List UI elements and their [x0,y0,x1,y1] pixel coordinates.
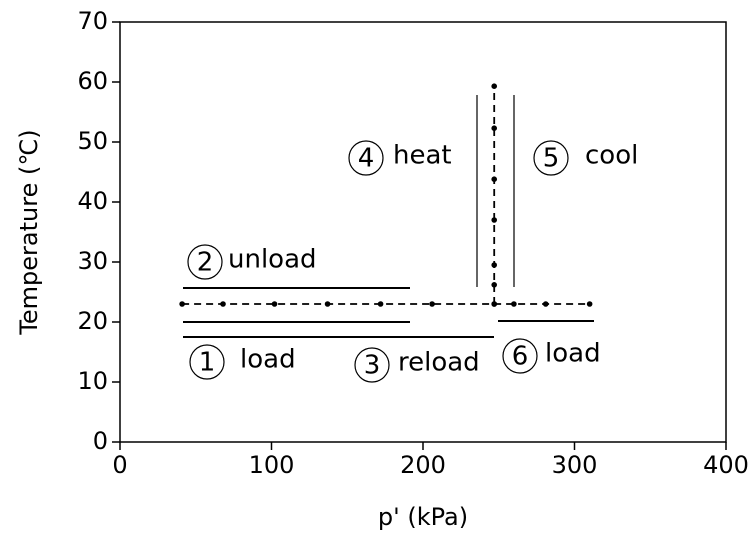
y-tick-label: 30 [77,247,108,275]
annotation-text: unload [228,245,317,275]
y-tick-label: 40 [77,187,108,215]
data-point [179,301,185,307]
annotation-number: 6 [512,342,529,372]
data-point [491,262,498,268]
annotation-number: 1 [199,348,216,378]
annotation-text: reload [398,348,480,378]
annotation-text: heat [393,141,452,171]
y-tick-label: 0 [93,427,108,455]
annotation-circle [354,347,390,383]
annotation-number: 3 [364,351,381,381]
x-tick-label: 200 [400,451,446,479]
data-point [511,301,517,307]
data-point [271,301,278,307]
annotation-text: cool [585,141,638,171]
x-axis-label: p' (kPa) [378,503,468,531]
data-point [377,301,384,307]
data-point [429,301,435,307]
annotation-circle [187,244,223,280]
y-tick-label: 50 [77,127,108,155]
annotation-text: load [240,345,296,375]
data-point [586,301,593,307]
annotation-text: load [545,339,601,369]
x-tick-label: 100 [249,451,295,479]
annotation-number: 2 [197,248,214,278]
data-point [491,125,498,131]
y-axis-label: Temperature (℃) [15,129,43,335]
annotation-number: 4 [358,144,375,174]
x-tick-label: 400 [703,451,749,479]
x-tick-label: 0 [112,451,127,479]
y-tick-label: 70 [77,7,108,35]
annotation-circle [189,344,225,380]
data-point [324,301,331,307]
stage-lines [183,95,594,338]
annotation-circle [348,140,384,176]
data-point [491,83,498,89]
data-point [491,301,498,307]
data-point [542,301,549,307]
x-tick-label: 300 [552,451,598,479]
y-tick-label: 10 [77,367,108,395]
annotation-number: 5 [543,144,560,174]
annotation-circle [502,338,538,374]
data-point [491,282,498,288]
data-point [491,176,498,182]
data-point [220,301,226,307]
y-tick-label: 20 [77,307,108,335]
annotation-circle [533,140,569,176]
y-tick-label: 60 [77,67,108,95]
data-point [491,217,498,223]
